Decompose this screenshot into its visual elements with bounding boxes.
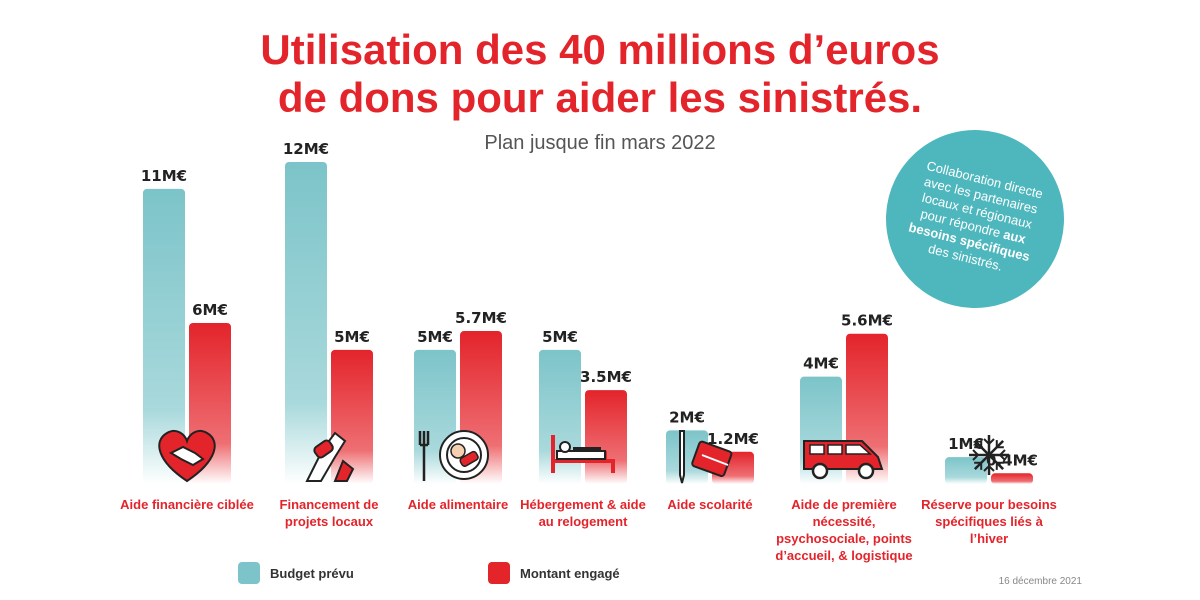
- category-label: Aide alimentaire: [407, 497, 509, 512]
- value-label-budget: 11M€: [141, 167, 187, 185]
- category-label: Aide de première nécessité, psychosocial…: [775, 497, 913, 563]
- chart-title-line1: Utilisation des 40 millions d’euros: [260, 26, 940, 73]
- chart-title-line2: de dons pour aider les sinistrés.: [277, 74, 923, 121]
- category-label: Hébergement & aide au relogement: [520, 497, 646, 529]
- van-icon: [803, 440, 884, 480]
- bar-engage: [991, 473, 1033, 484]
- value-label-engage: 1.2M€: [707, 430, 759, 448]
- category-label: Aide scolarité: [667, 497, 753, 512]
- helping-hands-icon: [305, 431, 355, 482]
- bar-engage: [585, 390, 627, 484]
- books-icon: [679, 430, 733, 484]
- date-stamp: 16 décembre 2021: [998, 576, 1082, 587]
- value-label-engage: 5M€: [334, 328, 370, 346]
- plate-icon: [418, 430, 489, 481]
- bar-budget: [666, 430, 708, 484]
- value-label-engage: 6M€: [192, 301, 228, 319]
- category-label: Réserve pour besoins spécifiques liés à …: [921, 497, 1057, 546]
- value-label-budget: 1M€: [948, 435, 984, 453]
- bed-icon: [551, 435, 615, 473]
- bar-budget: [539, 349, 581, 484]
- bar-engage: [331, 349, 373, 484]
- legend-budget-label: Budget prévu: [270, 565, 354, 581]
- category-label: Aide financière ciblée: [120, 497, 254, 512]
- category-label: Financement de projets locaux: [279, 497, 379, 529]
- value-label-budget: 5M€: [417, 328, 453, 346]
- handshake-icon: [158, 429, 216, 483]
- value-label-budget: 12M€: [283, 140, 329, 158]
- value-label-budget: 5M€: [542, 328, 578, 346]
- legend-budget-swatch: [238, 562, 260, 584]
- value-label-budget: 4M€: [803, 355, 839, 373]
- value-label-engage: 5.6M€: [841, 312, 893, 330]
- bar-budget: [945, 457, 987, 484]
- legend-budget: Budget prévu: [238, 562, 354, 584]
- value-label-engage: 5.7M€: [455, 309, 507, 327]
- value-label-budget: 2M€: [669, 408, 705, 426]
- chart-subtitle: Plan jusque fin mars 2022: [484, 132, 716, 154]
- snowflake-icon: [969, 435, 1009, 475]
- legend-engage-label: Montant engagé: [520, 565, 620, 581]
- bar-budget: [285, 162, 327, 484]
- bar-budget: [143, 188, 185, 485]
- legend-engage-swatch: [488, 562, 510, 584]
- value-label-engage: 3.5M€: [580, 368, 632, 386]
- legend-engage: Montant engagé: [488, 562, 620, 584]
